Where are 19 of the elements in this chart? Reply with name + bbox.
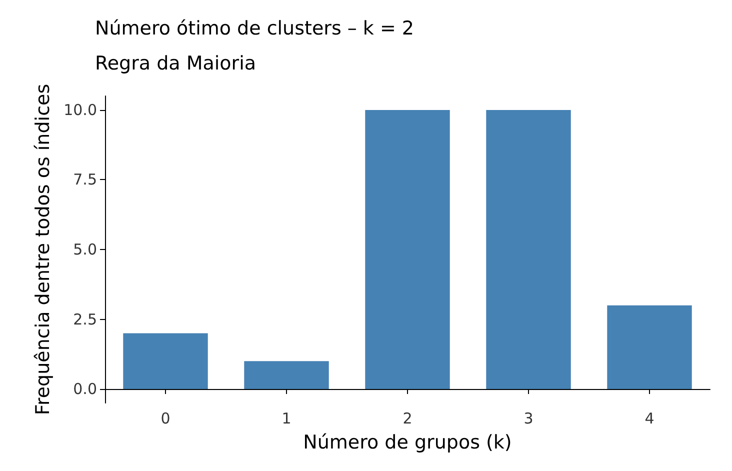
bar (244, 361, 329, 390)
x-tick-label: 2 (402, 410, 412, 428)
x-axis-title: Número de grupos (k) (303, 432, 512, 454)
chart-title: Número ótimo de clusters – k = 2 (95, 18, 414, 40)
y-tick-label: 2.5 (73, 310, 97, 328)
chart-subtitle: Regra da Maioria (95, 52, 256, 74)
x-tick-label: 0 (160, 410, 170, 428)
bar (123, 333, 208, 390)
bar (607, 305, 692, 390)
x-tick-label: 1 (282, 410, 292, 428)
y-tick-label: 0.0 (73, 380, 97, 398)
bar (486, 110, 571, 390)
x-tick-label: 3 (524, 410, 534, 428)
y-tick-label: 10.0 (64, 100, 97, 119)
y-tick-label: 5.0 (73, 240, 97, 258)
bar (365, 110, 450, 390)
y-tick-label: 7.5 (73, 170, 97, 189)
y-axis-title: Frequência dentre todos os índices (32, 84, 54, 416)
x-tick-label: 4 (644, 410, 654, 428)
